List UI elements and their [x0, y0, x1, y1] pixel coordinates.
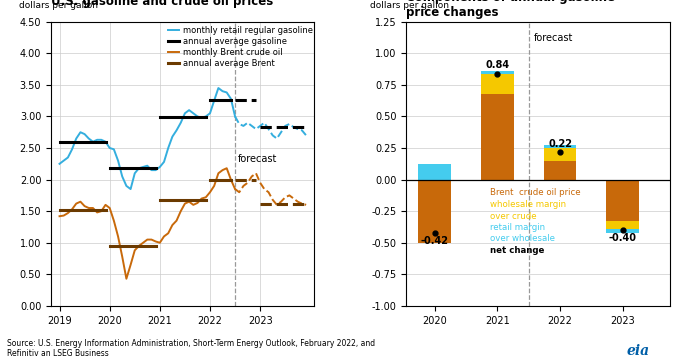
Bar	[481, 94, 513, 180]
Text: U.S. gasoline and crude oil prices: U.S. gasoline and crude oil prices	[51, 0, 273, 8]
Bar	[481, 73, 513, 94]
Text: wholesale margin: wholesale margin	[490, 201, 566, 209]
Text: dollars per gallon: dollars per gallon	[20, 1, 99, 10]
Bar	[544, 148, 577, 161]
Text: 0.22: 0.22	[548, 139, 572, 149]
Bar	[607, 180, 639, 221]
Bar	[544, 146, 577, 148]
Text: forecast: forecast	[238, 154, 277, 164]
Bar	[418, 180, 451, 243]
Bar	[607, 221, 639, 229]
Legend: monthly retail regular gasoline, annual average gasoline, monthly Brent crude oi: monthly retail regular gasoline, annual …	[168, 26, 313, 68]
Text: eia: eia	[626, 344, 649, 358]
Text: -0.40: -0.40	[609, 233, 636, 244]
Text: -0.42: -0.42	[421, 236, 449, 246]
Text: Brent  crude oil price: Brent crude oil price	[490, 188, 581, 197]
Text: Source: U.S. Energy Information Administration, Short-Term Energy Outlook, Febru: Source: U.S. Energy Information Administ…	[7, 339, 375, 358]
Text: Components of annual gasoline
price changes: Components of annual gasoline price chan…	[407, 0, 615, 19]
Text: retail margin: retail margin	[490, 223, 545, 232]
Text: net change: net change	[490, 246, 544, 255]
Text: over wholesale: over wholesale	[490, 235, 555, 244]
Bar	[418, 164, 451, 180]
Bar	[544, 161, 577, 180]
Text: forecast: forecast	[534, 33, 573, 43]
Text: over crude: over crude	[490, 212, 537, 221]
Text: dollars per gallon: dollars per gallon	[370, 1, 449, 10]
Text: 0.84: 0.84	[486, 60, 509, 71]
Bar	[607, 229, 639, 233]
Bar	[481, 71, 513, 73]
